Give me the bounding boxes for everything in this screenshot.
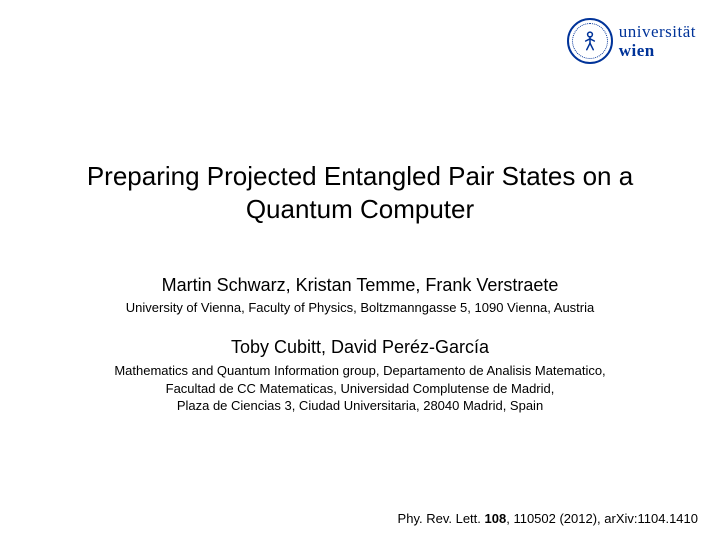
authors-block: Martin Schwarz, Kristan Temme, Frank Ver… — [0, 275, 720, 415]
affiliation-2-line2: Facultad de CC Matematicas, Universidad … — [60, 380, 660, 398]
affiliation-2-line1: Mathematics and Quantum Information grou… — [60, 362, 660, 380]
university-logo: universität wien — [567, 18, 696, 64]
logo-wordmark: universität wien — [619, 23, 696, 59]
logo-text-line2: wien — [619, 42, 696, 59]
logo-text-line1: universität — [619, 23, 696, 40]
authors-group-2: Toby Cubitt, David Peréz-García — [60, 337, 660, 358]
citation-rest: , 110502 (2012), arXiv:1104.1410 — [506, 511, 698, 526]
affiliation-2: Mathematics and Quantum Information grou… — [60, 362, 660, 415]
slide-title: Preparing Projected Entangled Pair State… — [0, 160, 720, 225]
citation-journal: Phy. Rev. Lett. — [398, 511, 481, 526]
logo-seal-icon — [567, 18, 613, 64]
affiliation-1: University of Vienna, Faculty of Physics… — [60, 300, 660, 315]
affiliation-2-line3: Plaza de Ciencias 3, Ciudad Universitari… — [60, 397, 660, 415]
citation: Phy. Rev. Lett. 108, 110502 (2012), arXi… — [398, 511, 698, 526]
citation-volume: 108 — [485, 511, 507, 526]
authors-group-1: Martin Schwarz, Kristan Temme, Frank Ver… — [60, 275, 660, 296]
seal-figure-icon — [577, 28, 603, 54]
